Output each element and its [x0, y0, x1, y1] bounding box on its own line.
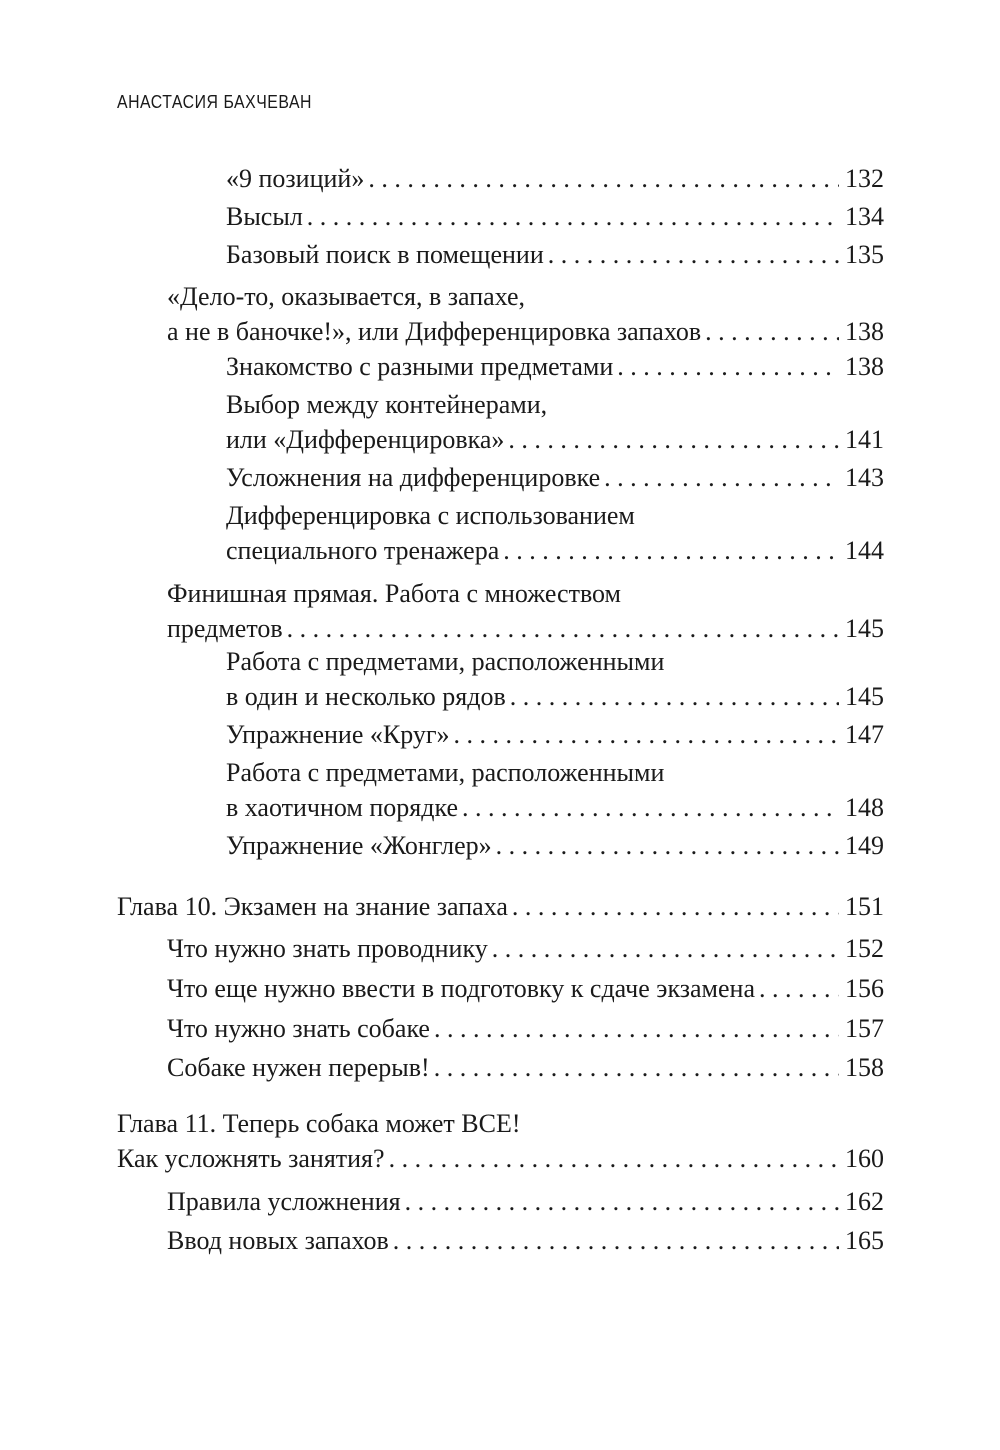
toc-entry[interactable]: Глава 11. Теперь собака может ВСЕ! Как ус… [117, 1106, 884, 1176]
dot-leader [389, 1141, 839, 1176]
toc-entry[interactable]: Собаке нужен перерыв! 158 [167, 1050, 884, 1085]
toc-entry-title: в один и несколько рядов [226, 682, 506, 711]
toc-entry-title: предметов [167, 614, 283, 643]
toc-page-number: 138 [845, 317, 884, 346]
toc-page-number: 158 [845, 1053, 884, 1082]
toc-entry-title: специального тренажера [226, 536, 500, 565]
toc-entry-title: «Дело-то, оказывается, в запахе, [167, 282, 526, 311]
toc-entry-title: Глава 11. Теперь собака может ВСЕ! [117, 1109, 521, 1138]
dot-leader [287, 611, 839, 646]
toc-entry[interactable]: Глава 10. Экзамен на знание запаха 151 [117, 889, 884, 924]
toc-page-number: 160 [845, 1144, 884, 1173]
dot-leader [548, 237, 839, 272]
toc-page-number: 135 [845, 240, 884, 269]
toc-entry-title: Упражнение «Круг» [226, 720, 450, 749]
toc-page-number: 162 [845, 1187, 884, 1216]
toc-entry[interactable]: Работа с предметами, расположенными в оди… [226, 644, 884, 714]
toc-entry[interactable]: Ввод новых запахов 165 [167, 1223, 884, 1258]
toc-entry[interactable]: Упражнение «Круг» 147 [226, 717, 884, 752]
toc-entry[interactable]: «Дело-то, оказывается, в запахе, а не в б… [167, 279, 884, 349]
dot-leader [705, 314, 839, 349]
toc-page-number: 141 [845, 425, 884, 454]
toc-entry[interactable]: Работа с предметами, расположенными в хао… [226, 755, 884, 825]
dot-leader [368, 161, 839, 196]
toc-entry-title: Глава 10. Экзамен на знание запаха [117, 892, 508, 921]
dot-leader [405, 1184, 839, 1219]
dot-leader [604, 460, 839, 495]
toc-entry-title: Высыл [226, 202, 303, 231]
dot-leader [307, 199, 839, 234]
toc-entry-title: Выбор между контейнерами, [226, 390, 548, 419]
toc-entry-title: Базовый поиск в помещении [226, 240, 544, 269]
toc-entry-title: «9 позиций» [226, 164, 365, 193]
toc-entry-title: Собаке нужен перерыв! [167, 1053, 430, 1082]
toc-entry[interactable]: Финишная прямая. Работа с множеством пред… [167, 576, 884, 646]
toc-page-number: 147 [845, 720, 884, 749]
toc-entry[interactable]: Высыл 134 [226, 199, 884, 234]
toc-page-number: 138 [845, 352, 884, 381]
toc-entry-title: Что нужно знать проводнику [167, 934, 488, 963]
toc-entry[interactable]: Что еще нужно ввести в подготовку к сдач… [167, 971, 884, 1006]
dot-leader [454, 717, 839, 752]
dot-leader [393, 1223, 839, 1258]
toc-entry-title: Финишная прямая. Работа с множеством [167, 579, 621, 608]
toc-entry[interactable]: Усложнения на дифференцировке 143 [226, 460, 884, 495]
toc-entry[interactable]: Упражнение «Жонглер» 149 [226, 828, 884, 863]
dot-leader [510, 679, 839, 714]
toc-page-number: 148 [845, 793, 884, 822]
dot-leader [434, 1050, 839, 1085]
toc-page-number: 152 [845, 934, 884, 963]
dot-leader [503, 533, 839, 568]
toc-entry[interactable]: Выбор между контейнерами, или «Дифференци… [226, 387, 884, 457]
toc-entry-title: Дифференцировка с использованием [226, 501, 635, 530]
toc-entry-title: Как усложнять занятия? [117, 1144, 385, 1173]
toc-entry-title: Знакомство с разными предметами [226, 352, 614, 381]
toc-entry-title: Упражнение «Жонглер» [226, 831, 492, 860]
toc-page-number: 165 [845, 1226, 884, 1255]
dot-leader [492, 931, 839, 966]
toc-page-number: 132 [845, 164, 884, 193]
dot-leader [462, 790, 839, 825]
toc-page-number: 156 [845, 974, 884, 1003]
running-head: АНАСТАСИЯ БАХЧЕВАН [117, 92, 313, 112]
toc-entry-title: Что еще нужно ввести в подготовку к сдач… [167, 974, 755, 1003]
dot-leader [512, 889, 839, 924]
toc-entry-title: а не в баночке!», или Дифференцировка за… [167, 317, 702, 346]
dot-leader [434, 1011, 839, 1046]
toc-entry-title: Работа с предметами, расположенными [226, 647, 665, 676]
toc-entry[interactable]: Базовый поиск в помещении 135 [226, 237, 884, 272]
toc-entry[interactable]: Что нужно знать собаке 157 [167, 1011, 884, 1046]
toc-entry[interactable]: Знакомство с разными предметами 138 [226, 349, 884, 384]
toc-entry-title: Правила усложнения [167, 1187, 401, 1216]
toc-entry[interactable]: Дифференцировка с использованием специаль… [226, 498, 884, 568]
toc-entry-title: Что нужно знать собаке [167, 1014, 430, 1043]
toc-page-number: 157 [845, 1014, 884, 1043]
toc-entry-title: Ввод новых запахов [167, 1226, 389, 1255]
dot-leader [508, 422, 839, 457]
toc-page-number: 134 [845, 202, 884, 231]
toc-entry-title: или «Дифференцировка» [226, 425, 505, 454]
dot-leader [617, 349, 839, 384]
toc-entry[interactable]: Правила усложнения 162 [167, 1184, 884, 1219]
toc-page-number: 145 [845, 682, 884, 711]
dot-leader [759, 971, 839, 1006]
toc-page-number: 144 [845, 536, 884, 565]
toc-entry-title: Работа с предметами, расположенными [226, 758, 665, 787]
toc-page-number: 151 [845, 892, 884, 921]
toc-entry-title: в хаотичном порядке [226, 793, 458, 822]
toc-page-number: 149 [845, 831, 884, 860]
toc-entry[interactable]: Что нужно знать проводнику 152 [167, 931, 884, 966]
toc-entry-title: Усложнения на дифференцировке [226, 463, 601, 492]
toc-entry[interactable]: «9 позиций» 132 [226, 161, 884, 196]
dot-leader [496, 828, 839, 863]
toc-page-number: 143 [845, 463, 884, 492]
toc-page-number: 145 [845, 614, 884, 643]
